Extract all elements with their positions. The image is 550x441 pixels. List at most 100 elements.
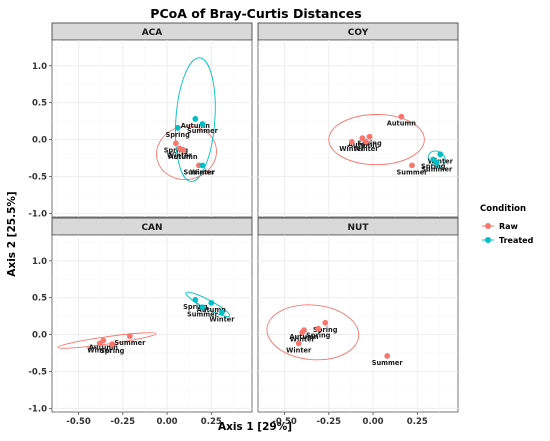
y-tick-label: 0.5 <box>32 294 47 304</box>
data-point-raw <box>359 135 366 141</box>
data-point-treated <box>199 304 206 311</box>
data-point-raw <box>180 146 186 153</box>
x-tick-label: -0.50 <box>272 417 297 427</box>
y-tick-label: -1.0 <box>28 404 47 414</box>
confidence-ellipse-raw <box>328 114 425 166</box>
confidence-ellipse-raw <box>57 332 157 349</box>
facet-strip-label: NUT <box>348 223 370 233</box>
data-point-raw <box>363 138 369 145</box>
point-label: Winter <box>286 346 312 354</box>
data-point-treated <box>208 299 215 306</box>
point-label: Autumn <box>89 343 119 351</box>
x-tick-label: -0.50 <box>66 417 91 427</box>
data-point-treated <box>199 121 206 127</box>
panel-can: CANAutumnWinterSpringSummerSpringAutumnS… <box>28 217 253 427</box>
point-label: Winter <box>353 145 379 153</box>
y-axis-title: Axis 2 [25.5%] <box>6 191 18 276</box>
point-label: Spring <box>164 146 189 154</box>
data-point-treated <box>174 124 181 131</box>
data-point-raw <box>322 319 329 326</box>
data-point-raw <box>96 340 103 347</box>
point-label: Summer <box>421 165 453 173</box>
legend-label-treated: Treated <box>499 236 534 245</box>
data-point-raw <box>348 138 355 145</box>
panel-aca: ACASpringWinterAutumnSummerAutumnSpringS… <box>28 22 253 219</box>
data-point-raw <box>409 162 415 169</box>
y-tick-label: 1.0 <box>32 62 47 72</box>
chart-title: PCoA of Bray-Curtis Distances <box>150 6 361 21</box>
legend-key-raw <box>485 223 491 229</box>
data-point-raw <box>126 333 133 339</box>
y-tick-label: -0.5 <box>28 172 47 182</box>
confidence-ellipse-raw <box>156 125 217 181</box>
point-label: Autumn <box>387 120 417 128</box>
panel-coy: COYAutumnAutumnSpringWinterWinterSummerW… <box>257 22 459 218</box>
data-point-raw <box>295 340 302 347</box>
legend-label-raw: Raw <box>499 222 519 231</box>
point-label: Winter <box>209 315 235 323</box>
y-tick-label: -1.0 <box>28 209 47 219</box>
panel-plot-area <box>51 39 253 218</box>
y-tick-label: 0.0 <box>32 136 47 146</box>
y-tick-label: -0.5 <box>28 367 47 377</box>
point-label: Summer <box>397 168 429 176</box>
panel-plot-area <box>257 39 459 218</box>
confidence-ellipse-raw <box>266 304 360 361</box>
point-label: Summer <box>187 127 219 135</box>
panel-grid <box>52 40 252 217</box>
point-label: Summer <box>183 168 215 176</box>
data-point-treated <box>219 309 225 316</box>
legend: Condition Raw Treated <box>480 204 534 245</box>
panel-grid <box>52 235 252 412</box>
point-label: Spring <box>183 303 208 311</box>
data-point-raw <box>315 325 322 332</box>
x-tick-label: -0.25 <box>111 417 136 427</box>
panel-grid <box>258 235 458 412</box>
point-label: Autumn <box>348 141 378 149</box>
x-axis-title: Axis 1 [29%] <box>218 421 292 433</box>
y-tick-label: 0.0 <box>32 331 47 341</box>
point-label: Summer <box>114 339 146 347</box>
point-label: Winter <box>87 346 113 354</box>
point-label: Spring <box>313 326 338 334</box>
point-label: Spring <box>421 162 446 170</box>
panel-nut: NUTSpringSpringAutumnWinterWinterSummer-… <box>257 217 459 427</box>
data-point-treated <box>433 159 440 166</box>
y-tick-label: 1.0 <box>32 257 47 267</box>
facet-panels: ACASpringWinterAutumnSummerAutumnSpringS… <box>28 22 459 427</box>
point-label: Winter <box>290 335 316 343</box>
data-point-raw <box>384 353 391 359</box>
data-point-raw <box>109 341 116 348</box>
point-label: Spring <box>306 332 331 340</box>
point-label: Autumn <box>197 306 227 314</box>
point-label: Autumn <box>289 333 319 341</box>
legend-title: Condition <box>480 204 526 214</box>
point-label: Winter <box>190 168 216 176</box>
data-point-treated <box>199 162 206 169</box>
point-label: Winter <box>339 145 365 153</box>
confidence-ellipse-treated <box>175 57 216 182</box>
y-tick-label: 0.5 <box>32 99 47 109</box>
panel-grid <box>258 40 458 217</box>
facet-strip-label: CAN <box>141 223 162 233</box>
facet-strip-label: ACA <box>142 28 163 38</box>
point-label: Winter <box>167 151 193 159</box>
panel-ellipses <box>156 57 217 182</box>
x-tick-label: 0.00 <box>363 417 384 427</box>
legend-key-treated <box>485 237 491 243</box>
data-point-treated <box>437 151 444 158</box>
point-label: Summer <box>372 359 404 367</box>
point-label: Summer <box>187 310 219 318</box>
point-label: Spring <box>100 347 125 355</box>
point-label: Winter <box>428 157 454 165</box>
facet-strip-label: COY <box>348 28 369 38</box>
point-label: Autumn <box>168 153 198 161</box>
data-point-raw <box>172 140 179 147</box>
data-point-raw <box>398 113 405 120</box>
panel-plot-area <box>51 234 253 413</box>
x-tick-label: 0.25 <box>407 417 428 427</box>
x-tick-label: 0.25 <box>201 417 222 427</box>
data-point-raw <box>366 133 373 140</box>
x-tick-label: 0.00 <box>157 417 178 427</box>
